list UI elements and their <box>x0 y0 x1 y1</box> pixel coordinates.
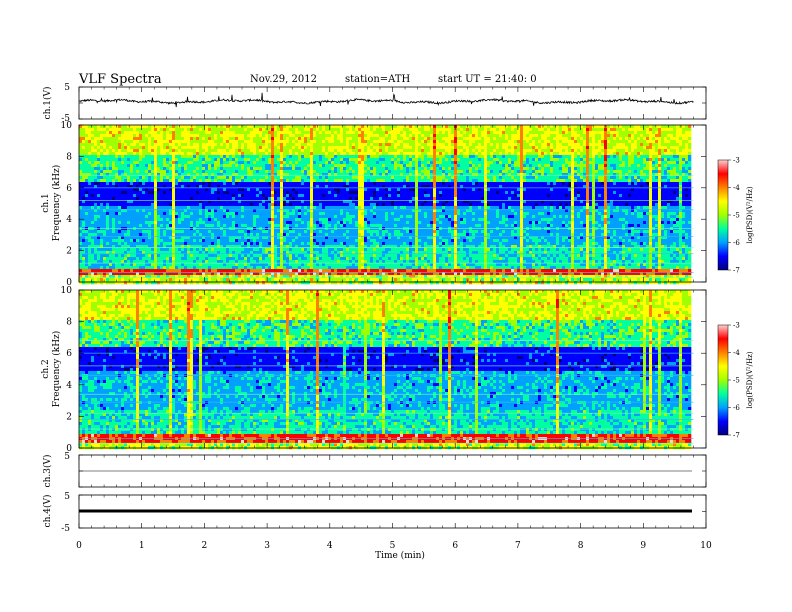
freq-tick-label: 6 <box>66 184 72 194</box>
ch1-ylabel: ch.1(V) <box>42 87 53 120</box>
ch1-colorbar-label: log(PSD)(V²/Hz) <box>746 186 754 243</box>
x-tick-label: 4 <box>327 541 333 551</box>
x-axis-label: Time (min) <box>375 550 425 561</box>
header-station: station=ATH <box>345 74 411 85</box>
freq-tick-label: 8 <box>66 152 72 162</box>
header-date: Nov.29, 2012 <box>250 74 317 85</box>
x-tick-label: 3 <box>264 541 270 551</box>
ch1-spec-ylabel: Frequency (kHz) <box>51 165 62 242</box>
ch2-colorbar-label: log(PSD)(V²/Hz) <box>746 351 754 408</box>
colorbar-tick-label: -5 <box>733 212 740 220</box>
x-tick-label: 7 <box>515 541 521 551</box>
x-tick-label: 5 <box>390 541 396 551</box>
ch4-ylabel: ch.4(V) <box>42 495 53 528</box>
ch1-spectrogram-image <box>79 125 693 284</box>
freq-tick-label: 2 <box>66 247 72 257</box>
ch3-ytick-top: 5 <box>64 452 70 462</box>
ch2-spec-ylabel: Frequency (kHz) <box>51 331 62 408</box>
colorbar-tick-label: -4 <box>733 349 740 357</box>
freq-tick-label: 8 <box>66 318 72 328</box>
colorbar-tick-label: -6 <box>733 404 740 412</box>
x-tick-label: 1 <box>139 541 145 551</box>
freq-tick-label: 4 <box>66 215 72 225</box>
colorbar-tick-label: -5 <box>733 377 740 385</box>
colorbar-tick-label: -6 <box>733 239 740 247</box>
x-tick-label: 6 <box>452 541 458 551</box>
colorbar-tick-label: -3 <box>733 322 740 330</box>
ch2-spec-ylabel-top: ch.2 <box>41 359 51 378</box>
freq-tick-label: 10 <box>61 286 73 296</box>
freq-tick-label: 6 <box>66 349 72 359</box>
freq-tick-label: 10 <box>61 121 73 131</box>
x-tick-label: 9 <box>640 541 646 551</box>
ch2-spectrogram-image <box>79 290 693 449</box>
ch1-spec-ylabel-top: ch.1 <box>41 193 51 212</box>
ch4-ytick-bottom: -5 <box>61 524 70 534</box>
colorbar-tick-label: -7 <box>733 432 740 440</box>
x-tick-label: 8 <box>578 541 584 551</box>
figure-title: VLF Spectra <box>78 72 162 87</box>
colorbar-tick-label: -7 <box>733 267 740 275</box>
x-tick-label: 0 <box>76 541 82 551</box>
freq-tick-label: 2 <box>66 412 72 422</box>
ch3-ylabel: ch.3(V) <box>42 455 53 488</box>
colorbar-tick-label: -3 <box>733 157 740 165</box>
x-tick-label: 2 <box>202 541 208 551</box>
ch4-ytick-top: 5 <box>64 492 70 502</box>
freq-tick-label: 4 <box>66 381 72 391</box>
header-start-time: start UT = 21:40: 0 <box>438 74 537 85</box>
ch1-ytick-top: 5 <box>64 83 70 93</box>
colorbar-tick-label: -4 <box>733 184 740 192</box>
x-tick-label: 10 <box>700 541 712 551</box>
